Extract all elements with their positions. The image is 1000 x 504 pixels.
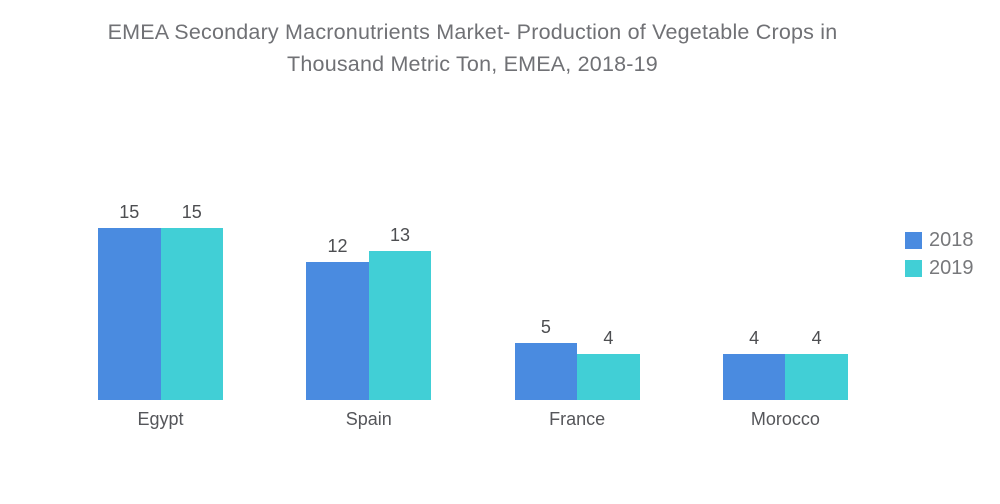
bar-2018-morocco xyxy=(722,354,786,400)
value-label-2019-morocco: 4 xyxy=(811,328,822,349)
chart-title-line2: Thousand Metric Ton, EMEA, 2018-19 xyxy=(287,52,658,76)
chart-title: EMEA Secondary Macronutrients Market- Pr… xyxy=(0,16,945,80)
category-label-spain: Spain xyxy=(345,409,392,429)
category-label-morocco: Morocco xyxy=(750,409,820,429)
legend-label-2019: 2019 xyxy=(929,257,974,279)
value-label-2018-spain: 12 xyxy=(327,236,348,257)
bar-2018-france xyxy=(514,342,578,400)
value-label-2019-egypt: 15 xyxy=(181,201,202,222)
legend-item-2018: 2018 xyxy=(905,229,974,251)
value-label-2018-egypt: 15 xyxy=(119,201,140,222)
value-label-2019-spain: 13 xyxy=(390,224,411,245)
bar-2019-spain xyxy=(368,250,432,400)
bar-2019-france xyxy=(577,354,640,400)
bar-2018-spain xyxy=(306,262,369,400)
legend-swatch-2018-icon xyxy=(905,231,922,249)
bar-2019-egypt xyxy=(160,227,223,400)
bar-2018-egypt xyxy=(98,227,161,400)
legend: 2018 2019 xyxy=(905,229,974,285)
category-label-egypt: Egypt xyxy=(137,409,184,429)
category-label-france: France xyxy=(549,409,606,429)
value-label-2018-morocco: 4 xyxy=(749,328,760,349)
legend-swatch-2019-icon xyxy=(905,259,922,277)
value-label-2019-france: 4 xyxy=(603,328,614,349)
chart-title-line1: EMEA Secondary Macronutrients Market- Pr… xyxy=(107,20,838,44)
value-label-2018-france: 5 xyxy=(540,316,551,337)
bar-2019-morocco xyxy=(785,354,848,400)
legend-item-2019: 2019 xyxy=(905,257,974,279)
legend-label-2018: 2018 xyxy=(929,229,974,251)
